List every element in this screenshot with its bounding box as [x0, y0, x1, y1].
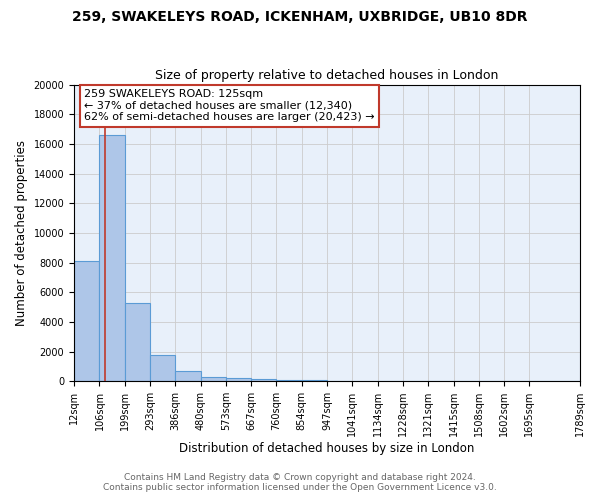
Bar: [302, 380, 327, 381]
Bar: [200, 377, 226, 381]
Bar: [125, 302, 150, 381]
Title: Size of property relative to detached houses in London: Size of property relative to detached ho…: [155, 69, 499, 82]
Bar: [100, 135, 125, 381]
Bar: [251, 379, 277, 381]
Bar: [150, 354, 175, 381]
Text: 259 SWAKELEYS ROAD: 125sqm
← 37% of detached houses are smaller (12,340)
62% of : 259 SWAKELEYS ROAD: 125sqm ← 37% of deta…: [84, 89, 375, 122]
Bar: [277, 380, 302, 381]
Bar: [175, 371, 200, 381]
Bar: [74, 261, 100, 381]
Bar: [226, 378, 251, 381]
Y-axis label: Number of detached properties: Number of detached properties: [15, 140, 28, 326]
Text: 259, SWAKELEYS ROAD, ICKENHAM, UXBRIDGE, UB10 8DR: 259, SWAKELEYS ROAD, ICKENHAM, UXBRIDGE,…: [72, 10, 528, 24]
X-axis label: Distribution of detached houses by size in London: Distribution of detached houses by size …: [179, 442, 475, 455]
Text: Contains HM Land Registry data © Crown copyright and database right 2024.
Contai: Contains HM Land Registry data © Crown c…: [103, 473, 497, 492]
